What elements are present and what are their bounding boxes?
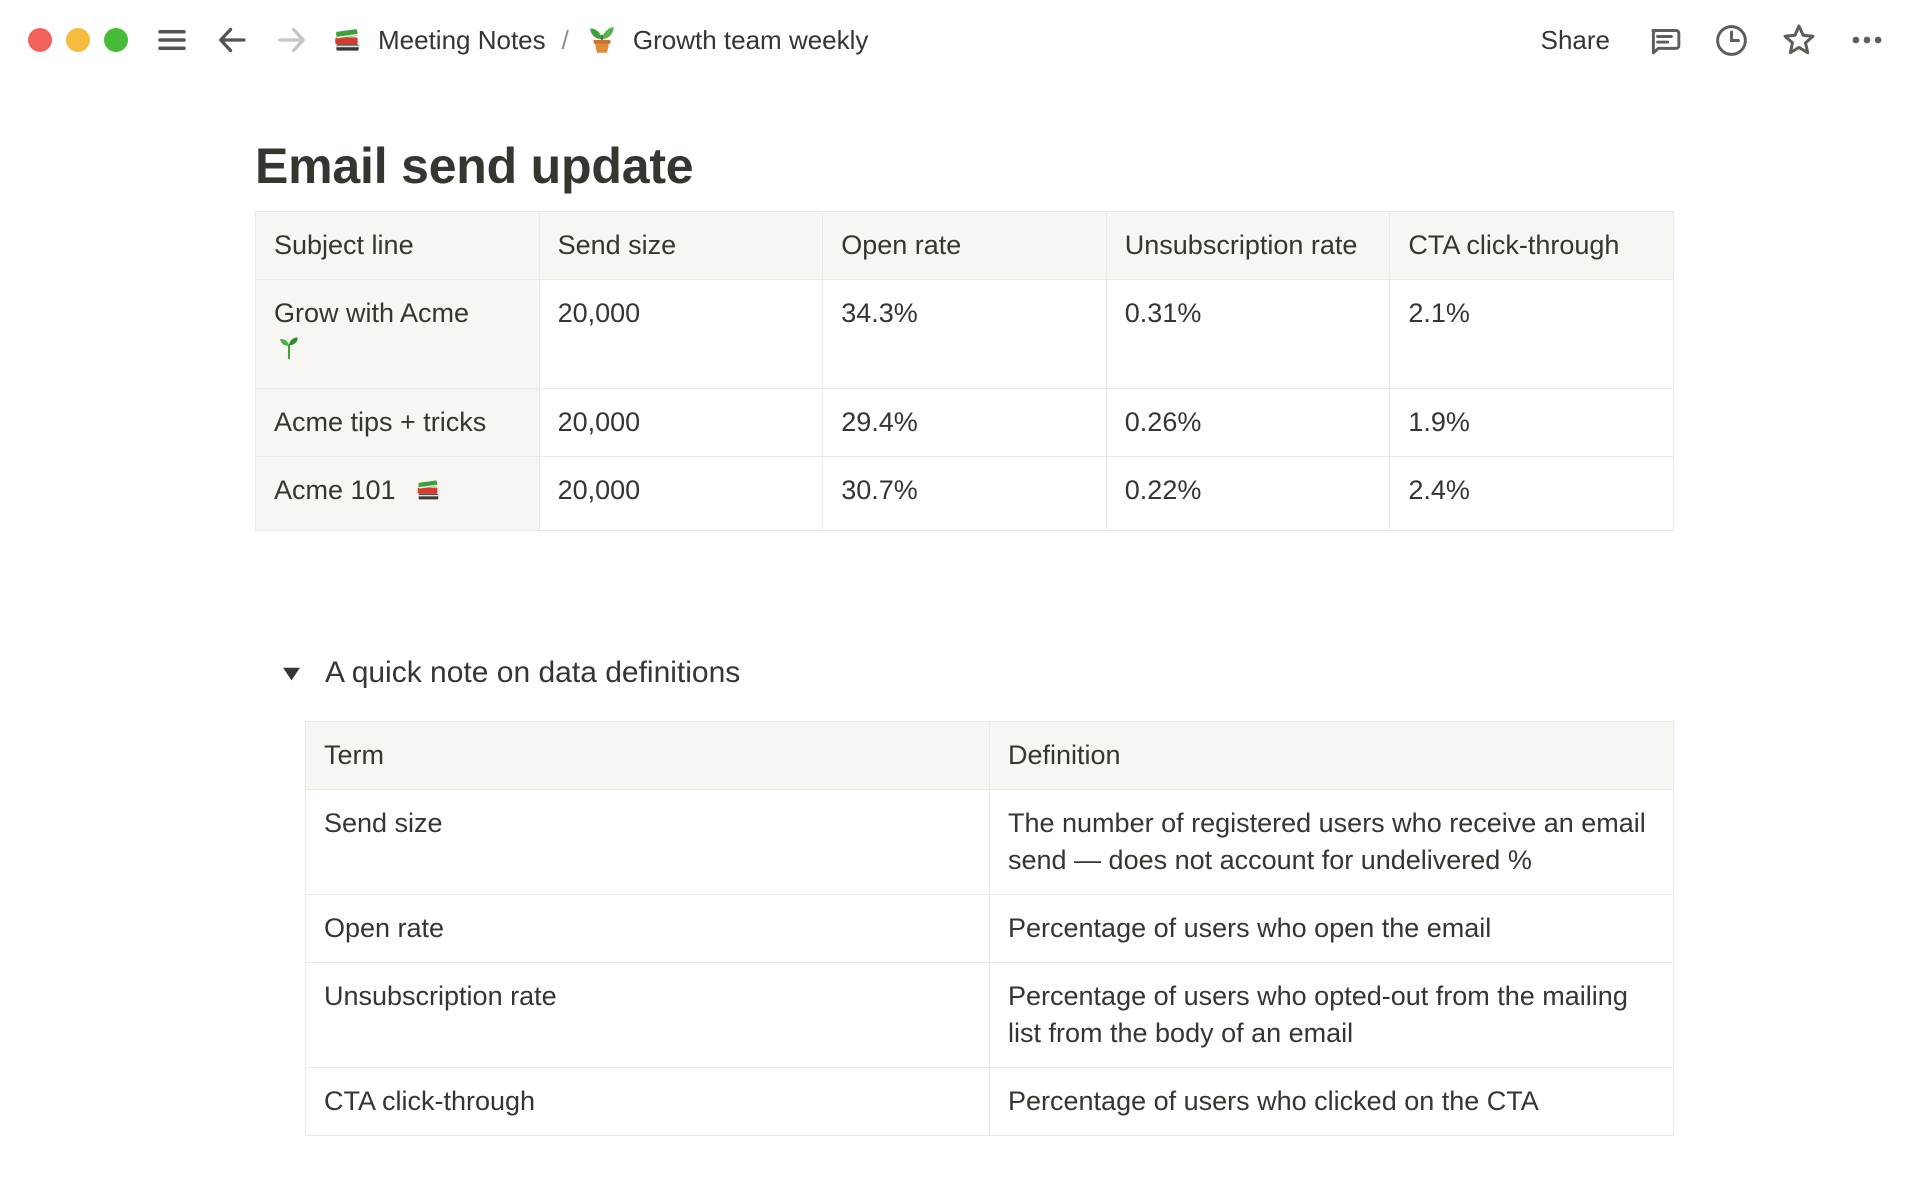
- column-header-send-size[interactable]: Send size: [538, 211, 824, 280]
- breadcrumb-item-growth-team-weekly[interactable]: Growth team weekly: [585, 23, 869, 57]
- table-header-row: Term Definition: [305, 721, 1674, 790]
- cell-unsubscription-rate[interactable]: 0.22%: [1105, 456, 1391, 531]
- cell-open-rate[interactable]: 30.7%: [822, 456, 1107, 531]
- cell-definition[interactable]: The number of registered users who recei…: [989, 789, 1674, 895]
- books-icon: [413, 475, 443, 515]
- star-favorite-icon[interactable]: [1780, 21, 1818, 59]
- comments-icon[interactable]: [1646, 22, 1683, 59]
- window-topbar: Meeting Notes / Growth team weekly Share: [0, 0, 1920, 80]
- table-row: Acme 101 20,000 30.7% 0.22% 2.4%: [255, 456, 1674, 531]
- column-header-cta-click-through[interactable]: CTA click-through: [1389, 211, 1674, 280]
- potted-plant-icon: [585, 23, 619, 57]
- cell-send-size[interactable]: 20,000: [538, 279, 824, 389]
- column-header-unsubscription-rate[interactable]: Unsubscription rate: [1105, 211, 1391, 280]
- traffic-lights: [28, 28, 128, 52]
- share-button[interactable]: Share: [1540, 24, 1610, 55]
- cell-term[interactable]: Send size: [305, 789, 990, 895]
- clock-history-icon[interactable]: [1713, 22, 1750, 59]
- toggle-triangle-icon[interactable]: [269, 651, 313, 695]
- page-title[interactable]: Email send update: [255, 138, 694, 194]
- definitions-table: Term Definition Send size The number of …: [305, 721, 1674, 1136]
- page-body: Email send update Subject line Send size…: [0, 135, 1920, 1136]
- table-row: CTA click-through Percentage of users wh…: [305, 1067, 1674, 1136]
- close-window-button[interactable]: [28, 28, 52, 52]
- cell-subject[interactable]: Acme tips + tricks: [255, 388, 540, 457]
- table-row: Acme tips + tricks 20,000 29.4% 0.26% 1.…: [255, 388, 1674, 457]
- breadcrumb-divider: /: [561, 24, 569, 55]
- breadcrumb-label: Growth team weekly: [632, 24, 869, 55]
- breadcrumb-item-meeting-notes[interactable]: Meeting Notes: [330, 23, 546, 57]
- table-header-row: Subject line Send size Open rate Unsubsc…: [255, 211, 1674, 280]
- cell-subject[interactable]: Acme 101: [255, 456, 540, 531]
- back-arrow-icon[interactable]: [214, 22, 250, 58]
- more-options-icon[interactable]: [1848, 21, 1886, 59]
- cell-cta-click-through[interactable]: 2.4%: [1389, 456, 1674, 531]
- column-header-open-rate[interactable]: Open rate: [822, 211, 1107, 280]
- topbar-actions: [1646, 21, 1886, 59]
- cell-term[interactable]: Open rate: [305, 894, 990, 963]
- column-header-term[interactable]: Term: [305, 721, 990, 790]
- cell-unsubscription-rate[interactable]: 0.31%: [1105, 279, 1391, 389]
- toggle-block: A quick note on data definitions: [269, 651, 1920, 695]
- sidebar-menu-icon[interactable]: [154, 22, 190, 58]
- table-row: Open rate Percentage of users who open t…: [305, 894, 1674, 963]
- cell-term[interactable]: Unsubscription rate: [305, 962, 990, 1068]
- cell-cta-click-through[interactable]: 1.9%: [1389, 388, 1674, 457]
- breadcrumb-label: Meeting Notes: [378, 24, 546, 55]
- toggle-label[interactable]: A quick note on data definitions: [325, 656, 741, 689]
- zoom-window-button[interactable]: [104, 28, 128, 52]
- books-icon: [330, 23, 364, 57]
- table-row: Unsubscription rate Percentage of users …: [305, 962, 1674, 1068]
- seedling-icon: [274, 337, 304, 368]
- cell-definition[interactable]: Percentage of users who opted-out from t…: [989, 962, 1674, 1068]
- column-header-subject-line[interactable]: Subject line: [255, 211, 540, 280]
- cell-open-rate[interactable]: 34.3%: [822, 279, 1107, 389]
- cell-definition[interactable]: Percentage of users who open the email: [989, 894, 1674, 963]
- table-row: Send size The number of registered users…: [305, 789, 1674, 895]
- cell-definition[interactable]: Percentage of users who clicked on the C…: [989, 1067, 1674, 1136]
- cell-unsubscription-rate[interactable]: 0.26%: [1105, 388, 1391, 457]
- breadcrumb: Meeting Notes / Growth team weekly: [330, 23, 868, 57]
- cell-term[interactable]: CTA click-through: [305, 1067, 990, 1136]
- cell-open-rate[interactable]: 29.4%: [822, 388, 1107, 457]
- column-header-definition[interactable]: Definition: [989, 721, 1674, 790]
- table-row: Grow with Acme 20,000 34.3% 0.31% 2.1%: [255, 279, 1674, 389]
- cell-subject[interactable]: Grow with Acme: [255, 279, 540, 389]
- cell-cta-click-through[interactable]: 2.1%: [1389, 279, 1674, 389]
- cell-send-size[interactable]: 20,000: [538, 388, 824, 457]
- email-send-table: Subject line Send size Open rate Unsubsc…: [255, 211, 1674, 531]
- minimize-window-button[interactable]: [66, 28, 90, 52]
- cell-send-size[interactable]: 20,000: [538, 456, 824, 531]
- forward-arrow-icon[interactable]: [274, 22, 310, 58]
